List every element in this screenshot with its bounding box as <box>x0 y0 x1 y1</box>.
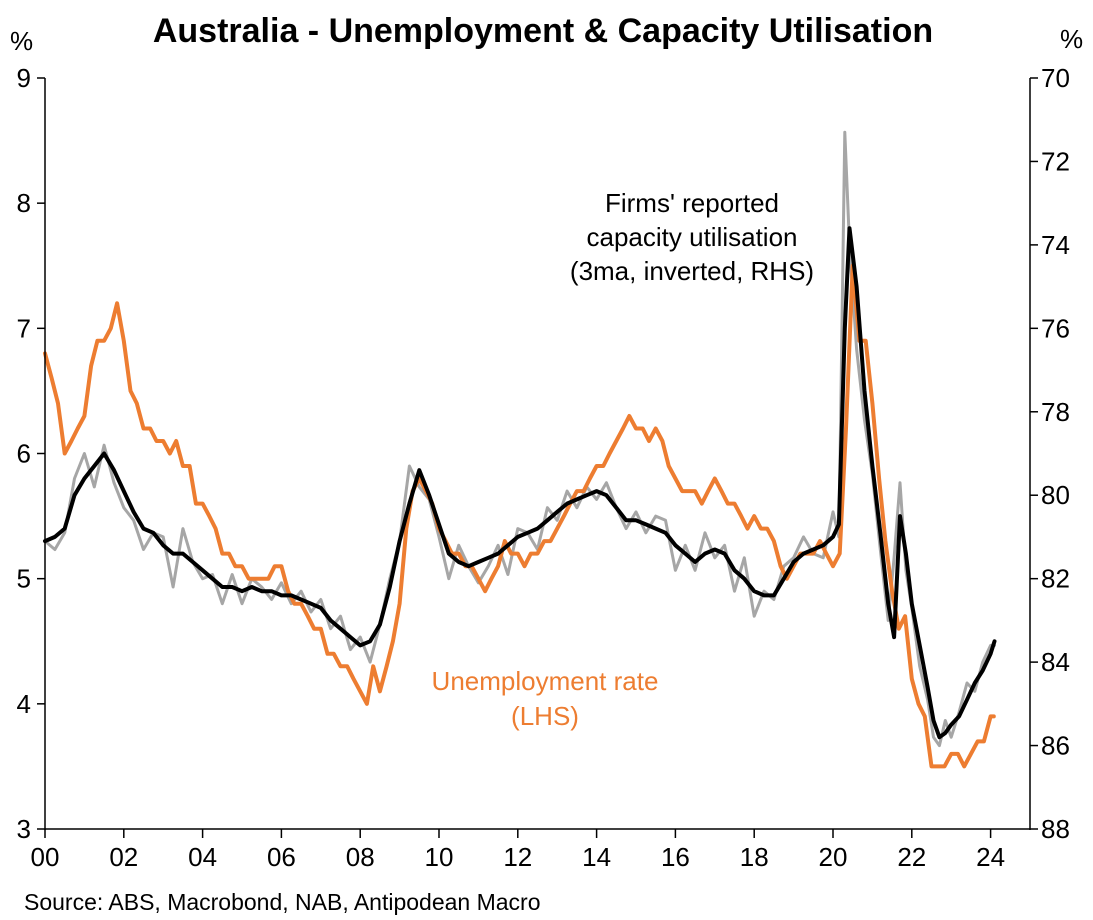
right-tick-label: 76 <box>1041 313 1070 343</box>
series-line-capu_3ma <box>43 226 997 740</box>
x-tick-label: 24 <box>976 842 1005 872</box>
x-tick-label: 00 <box>31 842 60 872</box>
capacity-annotation: Firms' reported capacity utilisation (3m… <box>570 188 814 286</box>
x-tick-label: 04 <box>188 842 217 872</box>
source-note: Source: ABS, Macrobond, NAB, Antipodean … <box>24 889 541 915</box>
x-tick-label: 08 <box>346 842 375 872</box>
x-tick-label: 14 <box>582 842 611 872</box>
right-tick-label: 74 <box>1041 230 1070 260</box>
left-axis-unit: % <box>10 26 33 56</box>
unemployment-annotation-line-1: Unemployment rate <box>432 666 659 696</box>
left-tick-label: 5 <box>17 564 31 594</box>
x-tick-label: 12 <box>503 842 532 872</box>
x-tick-label: 02 <box>109 842 138 872</box>
right-axis-unit: % <box>1060 24 1083 54</box>
unemployment-annotation: Unemployment rate (LHS) <box>432 666 659 731</box>
left-tick-label: 9 <box>17 63 31 93</box>
series-line-unemployment <box>43 263 996 769</box>
x-tick-label: 18 <box>740 842 769 872</box>
right-tick-label: 88 <box>1041 814 1070 844</box>
left-tick-label: 4 <box>17 689 31 719</box>
right-tick-label: 80 <box>1041 480 1070 510</box>
left-tick-label: 7 <box>17 313 31 343</box>
right-tick-label: 82 <box>1041 564 1070 594</box>
x-tick-label: 22 <box>897 842 926 872</box>
chart-title: Australia - Unemployment & Capacity Util… <box>153 12 933 50</box>
x-tick-label: 20 <box>819 842 848 872</box>
x-tick-label: 06 <box>267 842 296 872</box>
left-tick-label: 3 <box>17 814 31 844</box>
capacity-annotation-line-1: Firms' reported <box>605 188 779 218</box>
x-tick-label: 16 <box>661 842 690 872</box>
x-tick-label: 10 <box>425 842 454 872</box>
right-tick-label: 78 <box>1041 397 1070 427</box>
series-line-capu_monthly <box>43 130 996 748</box>
right-tick-label: 70 <box>1041 63 1070 93</box>
right-tick-label: 72 <box>1041 146 1070 176</box>
left-tick-label: 8 <box>17 188 31 218</box>
series-layer <box>43 130 997 769</box>
left-tick-label: 6 <box>17 439 31 469</box>
capacity-annotation-line-3: (3ma, inverted, RHS) <box>570 256 814 286</box>
unemployment-annotation-line-2: (LHS) <box>511 701 579 731</box>
capacity-annotation-line-2: capacity utilisation <box>587 222 798 252</box>
right-tick-label: 86 <box>1041 731 1070 761</box>
right-tick-label: 84 <box>1041 647 1070 677</box>
